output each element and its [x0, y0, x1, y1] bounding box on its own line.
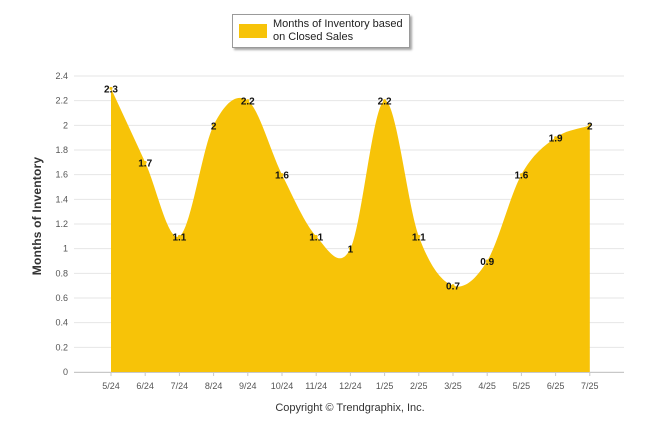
data-point [280, 173, 284, 177]
data-point [143, 160, 147, 164]
data-label: 1.1 [309, 232, 323, 243]
data-labels: 2.3 1.7 1.1 2 2.2 1.6 1.1 1 2.2 1.1 0.7 0.9 1.6 1.9 2 [104, 84, 593, 292]
data-point [314, 234, 318, 238]
data-label: 2.3 [104, 84, 118, 95]
y-tick-label: 1.8 [55, 145, 68, 155]
y-tick-label: 1.6 [55, 170, 68, 180]
y-tick-label: 0.8 [55, 268, 68, 278]
x-tick-label: 9/24 [239, 381, 257, 391]
data-point [212, 123, 216, 127]
data-label: 1.1 [172, 232, 186, 243]
legend: Months of Inventory based on Closed Sale… [232, 14, 410, 48]
y-tick-label: 0.6 [55, 293, 68, 303]
area-series [109, 86, 592, 372]
x-tick-label: 7/24 [171, 381, 189, 391]
x-tick-label: 5/24 [102, 381, 120, 391]
x-tick-label: 4/25 [478, 381, 496, 391]
data-label: 2.2 [378, 97, 392, 108]
data-point [109, 86, 113, 90]
data-label: 1.7 [138, 158, 152, 169]
x-tick-label: 2/25 [410, 381, 428, 391]
data-label: 2.2 [241, 97, 255, 108]
x-axis-ticks: 5/24 6/24 7/24 8/24 9/24 10/24 11/24 12/24 1/25 2… [102, 372, 599, 391]
y-tick-label: 0.4 [55, 318, 68, 328]
x-tick-label: 8/24 [205, 381, 223, 391]
data-label: 0.9 [480, 257, 494, 268]
data-point [588, 123, 592, 127]
y-tick-label: 1.4 [55, 194, 68, 204]
data-label: 1.9 [549, 134, 563, 145]
data-point [554, 136, 558, 140]
y-axis-ticks: 0 0.2 0.4 0.6 0.8 1 1.2 1.4 1.6 1.8 2 2.2 2.4 [55, 71, 68, 377]
x-tick-label: 6/24 [136, 381, 154, 391]
y-tick-label: 2.4 [55, 71, 68, 81]
legend-label: Months of Inventory based on Closed Sale… [273, 18, 403, 43]
data-label: 1.6 [514, 171, 528, 182]
data-point [417, 234, 421, 238]
y-tick-label: 0 [63, 367, 68, 377]
data-label: 1.6 [275, 171, 289, 182]
data-point [177, 234, 181, 238]
data-point [383, 99, 387, 103]
x-tick-label: 11/24 [305, 381, 327, 391]
x-tick-label: 5/25 [513, 381, 531, 391]
y-tick-label: 1.2 [55, 219, 68, 229]
data-point [519, 173, 523, 177]
y-tick-label: 0.2 [55, 342, 68, 352]
x-tick-label: 12/24 [339, 381, 362, 391]
data-point [246, 99, 250, 103]
data-point [485, 259, 489, 263]
y-tick-label: 2.2 [55, 96, 68, 106]
y-tick-label: 1 [63, 244, 68, 254]
x-tick-label: 6/25 [547, 381, 565, 391]
legend-swatch [239, 24, 267, 38]
data-label: 1.1 [412, 232, 426, 243]
x-tick-label: 7/25 [581, 381, 599, 391]
y-tick-label: 2 [63, 120, 68, 130]
data-point [348, 247, 352, 251]
y-axis-title: Months of Inventory [30, 156, 44, 276]
data-label: 0.7 [446, 282, 460, 293]
area-fill [111, 88, 590, 372]
data-point [451, 284, 455, 288]
x-tick-label: 1/25 [376, 381, 394, 391]
data-label: 1 [348, 245, 354, 256]
x-tick-label: 10/24 [271, 381, 294, 391]
x-tick-label: 3/25 [444, 381, 462, 391]
copyright-text: Copyright © Trendgraphix, Inc. [275, 402, 425, 414]
data-label: 2 [211, 121, 217, 132]
data-label: 2 [587, 121, 593, 132]
